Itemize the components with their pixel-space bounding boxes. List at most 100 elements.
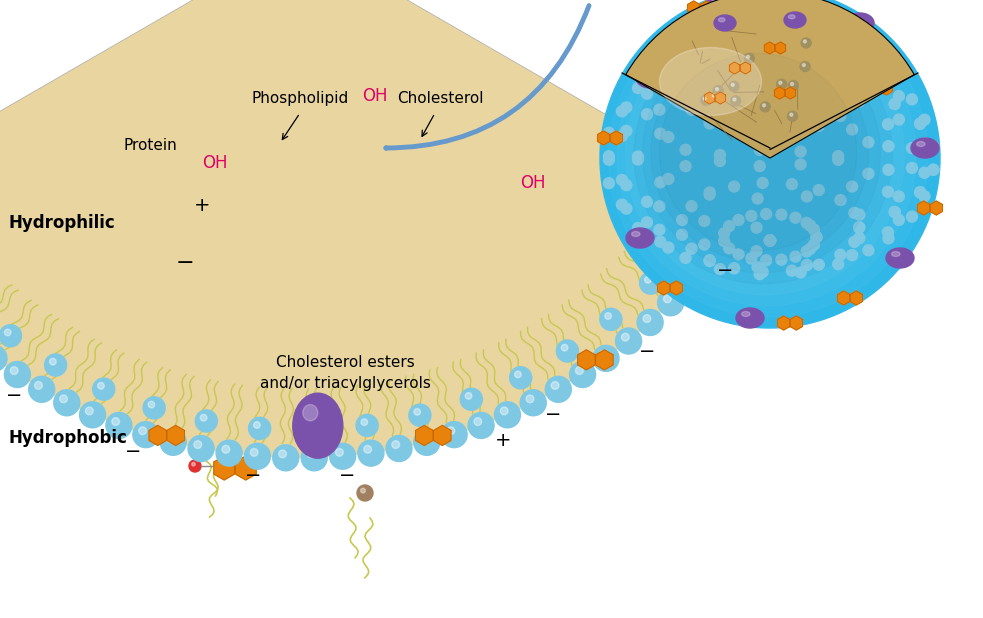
Polygon shape xyxy=(149,425,166,446)
Circle shape xyxy=(789,113,793,116)
Circle shape xyxy=(803,40,806,43)
Circle shape xyxy=(744,53,754,63)
Circle shape xyxy=(719,69,729,80)
Circle shape xyxy=(765,235,776,246)
Circle shape xyxy=(34,381,42,389)
Circle shape xyxy=(663,242,674,253)
Circle shape xyxy=(4,362,30,387)
Text: H: H xyxy=(374,87,386,105)
Circle shape xyxy=(616,106,627,117)
Ellipse shape xyxy=(788,15,795,19)
Circle shape xyxy=(663,174,674,184)
Circle shape xyxy=(616,130,627,142)
Circle shape xyxy=(329,443,356,469)
Circle shape xyxy=(723,221,734,232)
Circle shape xyxy=(680,252,691,263)
Circle shape xyxy=(754,36,765,48)
Circle shape xyxy=(715,156,725,167)
Circle shape xyxy=(801,38,811,48)
Circle shape xyxy=(765,70,776,81)
Circle shape xyxy=(765,70,776,81)
Circle shape xyxy=(795,159,806,170)
Circle shape xyxy=(254,421,260,428)
Ellipse shape xyxy=(642,72,650,77)
Circle shape xyxy=(863,168,874,179)
Ellipse shape xyxy=(916,142,925,146)
Circle shape xyxy=(777,79,786,89)
Circle shape xyxy=(520,390,547,416)
Circle shape xyxy=(835,111,846,122)
Circle shape xyxy=(801,246,812,257)
Circle shape xyxy=(655,69,665,80)
Wedge shape xyxy=(0,0,750,458)
Circle shape xyxy=(928,164,939,176)
Circle shape xyxy=(786,126,797,137)
Circle shape xyxy=(663,63,674,74)
Circle shape xyxy=(494,402,520,428)
Circle shape xyxy=(616,199,627,210)
Circle shape xyxy=(765,235,776,246)
Circle shape xyxy=(776,254,787,265)
Circle shape xyxy=(765,235,776,246)
Circle shape xyxy=(686,104,697,116)
Circle shape xyxy=(680,53,691,64)
Circle shape xyxy=(575,366,583,375)
Text: O: O xyxy=(520,174,533,192)
Circle shape xyxy=(811,232,822,243)
Text: −: − xyxy=(639,342,656,361)
Circle shape xyxy=(509,366,532,389)
Circle shape xyxy=(795,267,806,278)
Text: −: − xyxy=(546,405,561,425)
Circle shape xyxy=(765,70,776,81)
Ellipse shape xyxy=(736,308,764,328)
Circle shape xyxy=(364,446,372,453)
Circle shape xyxy=(621,180,632,190)
Circle shape xyxy=(853,222,865,233)
Circle shape xyxy=(216,440,242,466)
Ellipse shape xyxy=(706,0,734,13)
Circle shape xyxy=(192,462,196,466)
Circle shape xyxy=(546,376,571,402)
Circle shape xyxy=(914,118,926,129)
Circle shape xyxy=(765,70,776,81)
Circle shape xyxy=(863,245,874,256)
Circle shape xyxy=(801,114,812,125)
Circle shape xyxy=(808,224,820,235)
Circle shape xyxy=(704,49,716,61)
Circle shape xyxy=(813,185,825,195)
Circle shape xyxy=(29,376,55,402)
Text: +: + xyxy=(494,431,511,450)
Circle shape xyxy=(645,276,651,283)
Circle shape xyxy=(790,251,801,262)
Circle shape xyxy=(642,197,653,207)
Circle shape xyxy=(655,236,665,247)
Circle shape xyxy=(757,177,768,188)
Ellipse shape xyxy=(714,15,736,31)
Circle shape xyxy=(854,232,865,243)
Circle shape xyxy=(715,41,725,53)
Circle shape xyxy=(514,371,521,378)
Circle shape xyxy=(658,290,683,316)
Circle shape xyxy=(526,395,534,403)
Circle shape xyxy=(468,412,494,438)
Circle shape xyxy=(853,222,865,233)
Circle shape xyxy=(765,235,776,246)
Circle shape xyxy=(746,55,750,58)
FancyArrowPatch shape xyxy=(386,6,589,148)
Circle shape xyxy=(765,235,776,246)
Circle shape xyxy=(676,214,687,226)
Circle shape xyxy=(765,235,776,246)
Circle shape xyxy=(144,397,165,419)
Circle shape xyxy=(854,96,865,107)
Polygon shape xyxy=(235,456,257,480)
Circle shape xyxy=(733,249,744,260)
Circle shape xyxy=(733,90,744,101)
Circle shape xyxy=(795,38,806,49)
Circle shape xyxy=(813,121,825,132)
Circle shape xyxy=(715,264,725,274)
Circle shape xyxy=(361,419,368,425)
Circle shape xyxy=(883,78,894,89)
Circle shape xyxy=(44,354,67,376)
Circle shape xyxy=(761,255,772,266)
Polygon shape xyxy=(930,201,943,215)
